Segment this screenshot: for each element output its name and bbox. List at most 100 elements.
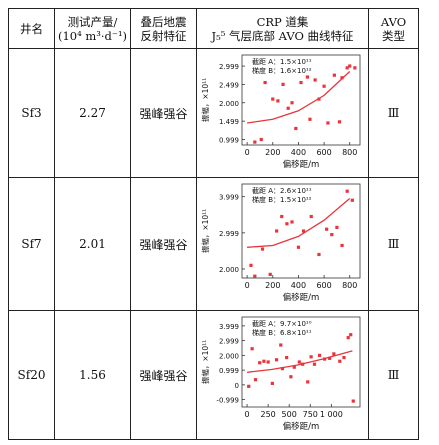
- data-point: [351, 399, 355, 403]
- data-point: [331, 352, 335, 356]
- well-name: Sf20: [8, 310, 55, 440]
- avo-scatter-chart: 0 200 400 600 800 2.000 2.999 3.999 偏移距/m 振幅，×10¹…: [200, 183, 360, 303]
- x-tick-label: 400: [290, 148, 305, 157]
- data-point: [289, 220, 294, 224]
- intercept-annotation: 截距 A：1.5×10¹¹: [252, 57, 312, 66]
- data-point: [252, 274, 256, 278]
- plot-frame: [241, 54, 360, 146]
- data-point: [266, 360, 270, 364]
- y-tick-label: 2.999: [218, 338, 238, 346]
- intercept-annotation: 截距 A：2.6×10¹¹: [252, 186, 312, 195]
- header-crp: CRP 道集 J₅⁵ 气层底部 AVO 曲线特征: [196, 8, 369, 49]
- y-tick-label: 0: [234, 382, 238, 390]
- x-tick-label: 0: [244, 281, 249, 290]
- data-point: [246, 384, 250, 388]
- data-point: [345, 189, 349, 193]
- data-point: [261, 359, 266, 363]
- data-point: [274, 229, 278, 233]
- data-point: [284, 355, 288, 360]
- data-point: [274, 358, 278, 362]
- y-tick-label: 0.999: [218, 137, 238, 145]
- x-tick-label: 250: [260, 410, 275, 419]
- data-point: [253, 378, 257, 382]
- x-tick-label: 600: [316, 281, 331, 290]
- x-tick-label: 1 000: [319, 410, 342, 419]
- x-tick-label: 200: [265, 148, 280, 157]
- data-point: [259, 137, 263, 142]
- data-point: [257, 361, 261, 365]
- x-tick-label: 800: [342, 148, 357, 157]
- data-point: [347, 64, 351, 68]
- gradient-annotation: 梯度 B：6.8×10¹¹: [252, 328, 312, 337]
- trend-line: [246, 198, 350, 248]
- y-tick-label: 3.999: [218, 194, 238, 202]
- y-tick-label: 2.000: [218, 352, 238, 360]
- y-tick-label: 1.499: [218, 118, 238, 126]
- data-point: [280, 367, 284, 371]
- x-tick-label: 800: [342, 281, 357, 290]
- data-point: [307, 117, 312, 121]
- x-tick-label: 0: [244, 410, 249, 419]
- y-axis-label: 振幅，×10¹¹: [200, 78, 210, 122]
- data-point: [309, 355, 313, 359]
- header-production: 测试产量/(10⁴ m³·d⁻¹): [54, 8, 131, 49]
- data-point: [270, 97, 274, 101]
- reflection-feature: 强峰强谷: [130, 177, 197, 311]
- avo-type: Ⅲ: [368, 48, 419, 178]
- data-point: [248, 263, 253, 267]
- data-point: [352, 66, 356, 70]
- data-point: [337, 359, 341, 363]
- y-tick-label: 2.999: [218, 230, 238, 238]
- data-point: [275, 99, 280, 103]
- data-point: [298, 80, 303, 85]
- trend-line: [246, 350, 353, 373]
- data-point: [350, 198, 354, 202]
- y-tick-label: 3.999: [218, 323, 238, 331]
- header-well: 井名: [8, 8, 55, 49]
- y-tick-label: 2.499: [218, 81, 238, 89]
- data-point: [292, 365, 296, 369]
- header-reflection: 叠后地震 反射特征: [130, 8, 197, 49]
- avo-chart-cell: 0 200 400 600 800 2.000 2.999 3.999 偏移距/m 振幅，×10¹…: [196, 177, 369, 311]
- y-tick-label: -0.999: [216, 397, 239, 405]
- data-point: [334, 225, 339, 229]
- data-point: [345, 66, 349, 70]
- y-tick-label: 0.999: [218, 367, 238, 375]
- data-point: [286, 106, 290, 110]
- well-name: Sf3: [8, 48, 55, 178]
- x-tick-label: 600: [316, 148, 331, 157]
- data-point: [250, 347, 254, 351]
- table-row: Sf20 1.56 强峰强谷 0 250 500 750 1 000 -0.999 0 0.9…: [8, 310, 419, 440]
- data-point: [327, 356, 331, 360]
- data-point: [260, 247, 264, 251]
- data-point: [252, 140, 256, 144]
- data-point: [339, 243, 344, 248]
- x-tick-label: 0: [244, 148, 249, 157]
- data-point: [284, 222, 288, 226]
- data-point: [300, 362, 304, 366]
- production-value: 1.56: [54, 310, 131, 440]
- data-point: [289, 101, 294, 105]
- table-row: Sf3 2.27 强峰强谷 0 200 400 600 800 0.999 1.499 2.0…: [8, 48, 419, 178]
- x-axis-label: 偏移距/m: [282, 292, 319, 303]
- data-point: [297, 360, 301, 364]
- x-tick-label: 200: [265, 281, 280, 290]
- data-point: [339, 76, 344, 80]
- avo-chart-cell: 0 250 500 750 1 000 -0.999 0 0.999 2.000 2.999 3.9…: [196, 310, 369, 440]
- data-point: [322, 357, 326, 361]
- data-point: [270, 381, 274, 385]
- data-point: [325, 121, 330, 125]
- avo-type: Ⅲ: [368, 310, 419, 440]
- x-tick-label: 400: [290, 281, 305, 290]
- data-point: [317, 353, 321, 357]
- data-point: [337, 120, 341, 124]
- trend-line: [246, 71, 350, 124]
- gradient-annotation: 梯度 B：1.6×10¹²: [252, 66, 312, 75]
- data-point: [313, 78, 317, 82]
- well-name: Sf7: [8, 177, 55, 311]
- data-point: [316, 97, 321, 101]
- data-table: 井名 测试产量/(10⁴ m³·d⁻¹) 叠后地震 反射特征 CRP 道集 J₅⁵ …: [8, 8, 419, 440]
- header-row: 井名 测试产量/(10⁴ m³·d⁻¹) 叠后地震 反射特征 CRP 道集 J₅⁵ …: [8, 8, 419, 49]
- production-value: 2.27: [54, 48, 131, 178]
